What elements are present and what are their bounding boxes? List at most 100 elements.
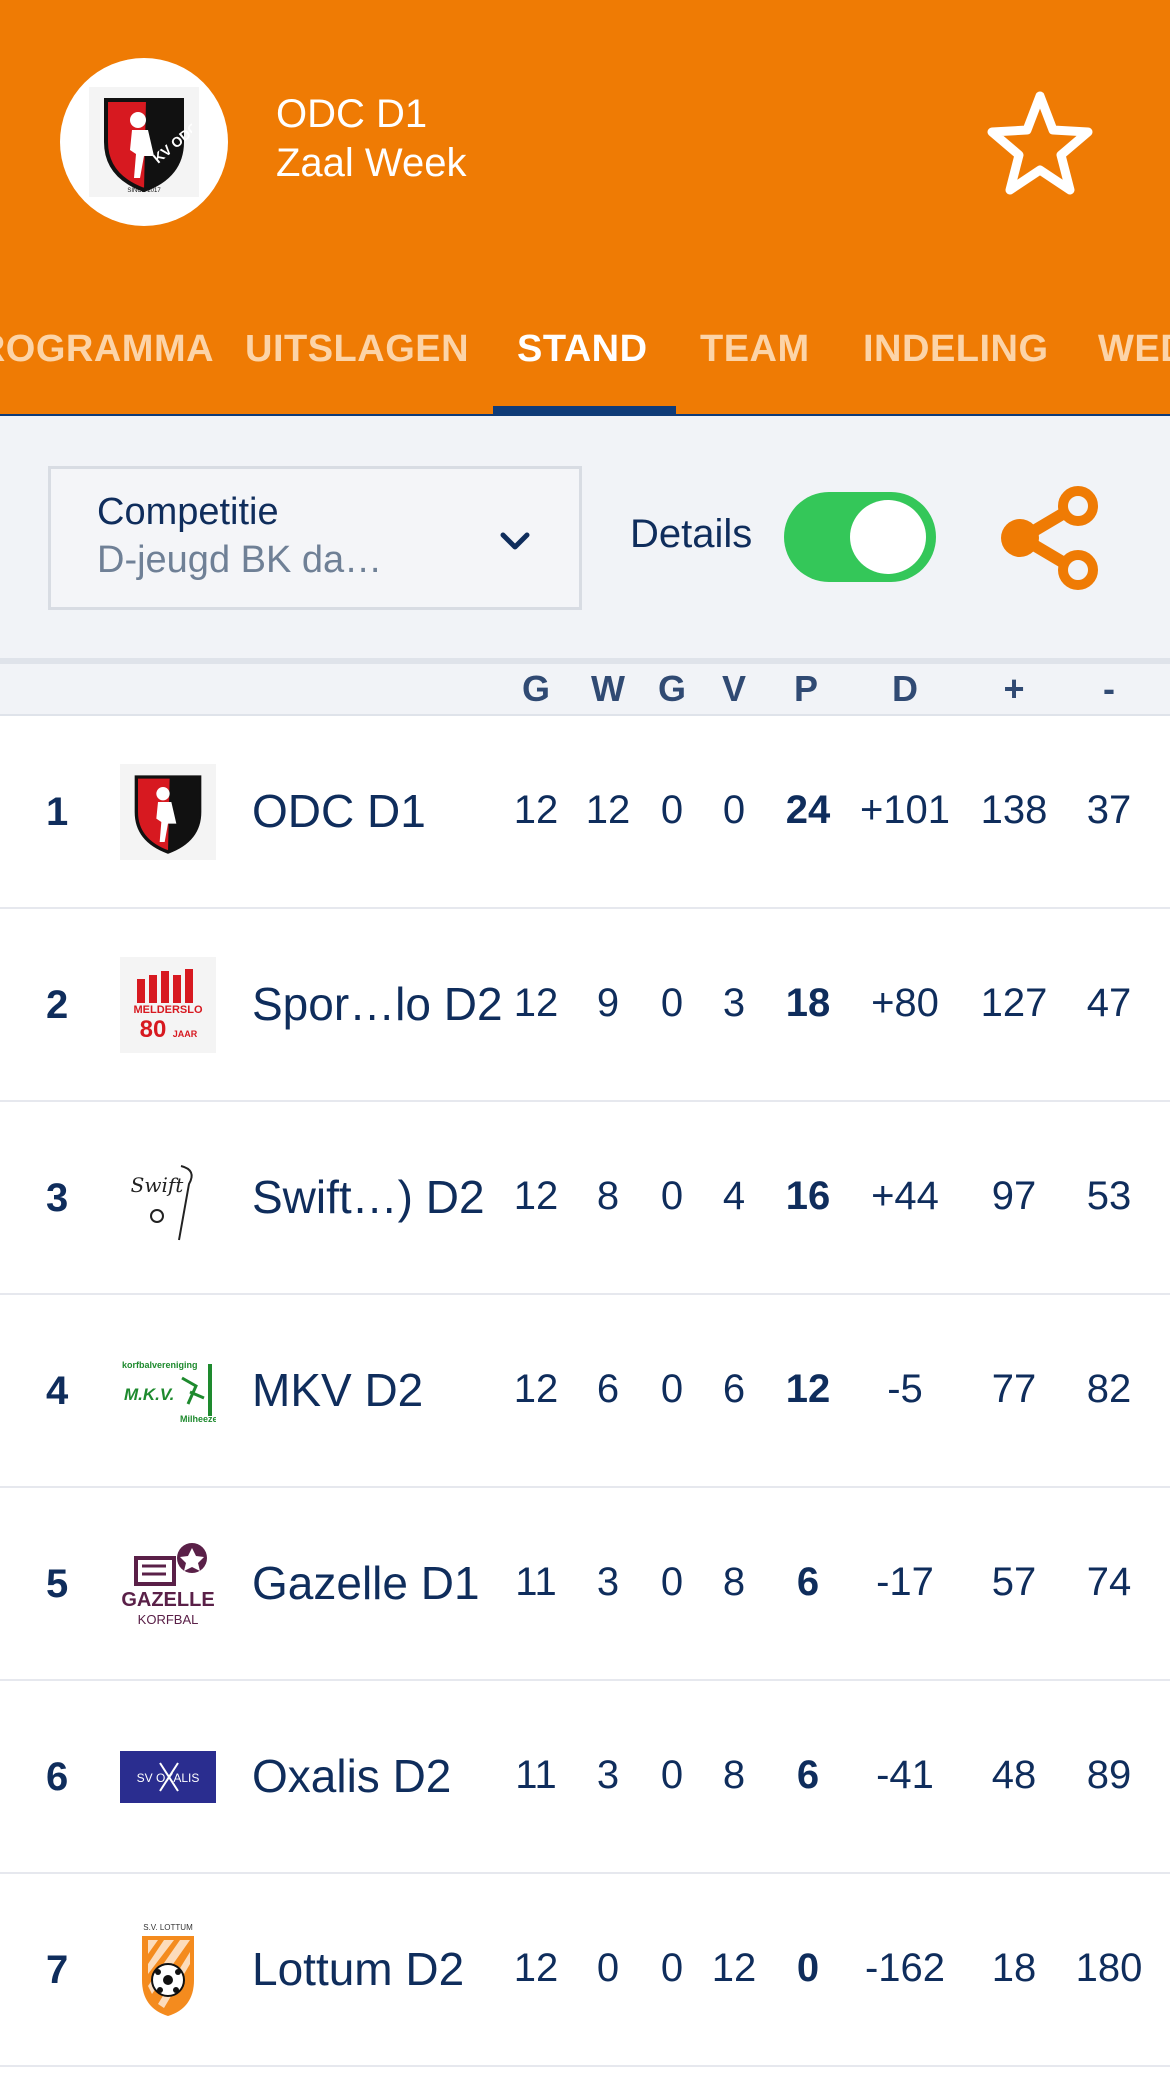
lottum-logo-text: S.V. LOTTUM: [143, 1923, 193, 1932]
drawn: 0: [660, 1560, 684, 1604]
swift-logo-text: Swift: [131, 1173, 185, 1197]
goals-for: 127: [980, 981, 1048, 1025]
col-won: W: [591, 668, 625, 709]
goals-against: 47: [1086, 981, 1132, 1025]
standings-row[interactable]: 4 korfbalvereniging M.K.V. Milheeze MKV …: [0, 1295, 1170, 1488]
points: 12: [785, 1367, 831, 1411]
goals-for: 57: [991, 1560, 1037, 1604]
mkv-logo-text: M.K.V.: [124, 1385, 174, 1404]
filter-bar: Competitie D-jeugd BK da… Details: [0, 416, 1170, 664]
odc-logo-since: SINCE 2017: [127, 188, 161, 194]
col-diff: D: [892, 668, 918, 709]
standings-row[interactable]: 7 S.V. LOTTUM Lottum D2 12 0 0 12 0 -162…: [0, 1874, 1170, 2067]
team-name: Oxalis D2: [252, 1750, 452, 1802]
team-name: Gazelle D1: [252, 1557, 480, 1609]
goals-for: 77: [991, 1367, 1037, 1411]
goals-against: 82: [1086, 1367, 1132, 1411]
favorite-star-icon[interactable]: [984, 88, 1096, 200]
won: 3: [596, 1560, 620, 1604]
standings-row[interactable]: 2 MELDERSLO 80 JAAR Spor…lo D2 12 9 0 3 …: [0, 909, 1170, 1102]
melderslo-suffix: JAAR: [173, 1029, 198, 1039]
odc-logo-image: KV ODC SINCE 2017: [89, 87, 199, 197]
drawn: 0: [660, 1367, 684, 1411]
gazelle-logo-sub: KORFBAL: [138, 1612, 199, 1627]
melderslo-logo-icon: MELDERSLO 80 JAAR: [133, 969, 203, 1043]
played: 11: [515, 1753, 557, 1797]
rank: 1: [46, 790, 69, 834]
swift-logo-icon: Swift: [131, 1165, 193, 1241]
mkv-logo-top: korfbalvereniging: [122, 1360, 198, 1370]
lost: 0: [722, 788, 746, 832]
rank: 4: [46, 1369, 69, 1413]
drawn: 0: [660, 1174, 684, 1218]
gazelle-logo-text: GAZELLE: [121, 1589, 214, 1611]
goals-for: 48: [991, 1753, 1037, 1797]
played: 12: [513, 1946, 559, 1990]
points: 6: [796, 1753, 820, 1797]
mkv-logo-city: Milheeze: [180, 1414, 216, 1424]
points: 18: [785, 981, 831, 1025]
drawn: 0: [660, 981, 684, 1025]
oxalis-logo: SV OXALIS: [120, 1729, 216, 1825]
gazelle-logo: GAZELLE KORFBAL: [120, 1536, 216, 1632]
team-subtitle: Zaal Week: [276, 141, 467, 185]
melderslo-name: MELDERSLO: [133, 1004, 203, 1016]
standings-row[interactable]: 3 Swift Swift…) D2 12 8 0 4 16 +44 97 53: [0, 1102, 1170, 1295]
lost: 12: [711, 1946, 757, 1990]
goal-diff: -41: [876, 1753, 934, 1797]
mkv-logo-icon: korfbalvereniging M.K.V. Milheeze: [122, 1360, 216, 1424]
won: 8: [596, 1174, 620, 1218]
played: 12: [513, 981, 559, 1025]
tab-team[interactable]: TEAM: [700, 328, 810, 370]
gazelle-logo-icon: GAZELLE KORFBAL: [121, 1543, 215, 1627]
team-name: MKV D2: [252, 1364, 424, 1416]
team-logo: KV ODC SINCE 2017: [60, 58, 228, 226]
odc-shield-icon: [134, 775, 202, 854]
lost: 8: [722, 1753, 746, 1797]
tab-programma[interactable]: PROGRAMMA: [0, 328, 215, 370]
goals-against: 37: [1086, 788, 1132, 832]
tab-uitslagen[interactable]: UITSLAGEN: [245, 328, 470, 370]
melderslo-logo: MELDERSLO 80 JAAR: [120, 957, 216, 1053]
col-played: G: [521, 668, 551, 709]
rank: 6: [46, 1755, 69, 1799]
rank: 2: [46, 983, 69, 1027]
goals-for: 18: [991, 1946, 1037, 1990]
won: 3: [596, 1753, 620, 1797]
played: 11: [515, 1560, 557, 1604]
share-icon[interactable]: [994, 484, 1104, 594]
details-toggle[interactable]: [784, 492, 936, 582]
tab-indeling[interactable]: INDELING: [863, 328, 1049, 370]
toggle-knob: [850, 500, 926, 574]
standings-row[interactable]: 1 ODC D1 12 12 0 0 24 +101 138 37: [0, 716, 1170, 909]
rank: 7: [46, 1948, 69, 1992]
col-points: P: [793, 668, 819, 709]
header-divider: [0, 414, 1170, 416]
goal-diff: +80: [871, 981, 939, 1025]
tab-wedstrijden[interactable]: WEDSTRIJDEN: [1098, 328, 1170, 370]
competition-label: Competitie: [97, 491, 279, 533]
standings-row[interactable]: 5 GAZELLE KORFBAL Gazelle D1 11 3 0 8 6 …: [0, 1488, 1170, 1681]
goal-diff: -5: [887, 1367, 923, 1411]
competition-select[interactable]: Competitie D-jeugd BK da…: [48, 466, 582, 610]
odc-logo: [120, 764, 216, 860]
swift-logo: Swift: [120, 1150, 216, 1246]
details-label: Details: [630, 512, 753, 556]
rank: 5: [46, 1562, 69, 1606]
odc-shield-icon: KV ODC SINCE 2017: [104, 98, 192, 194]
won: 0: [596, 1946, 620, 1990]
app-header: KV ODC SINCE 2017 ODC D1 Zaal Week PROGR…: [0, 0, 1170, 416]
drawn: 0: [660, 1753, 684, 1797]
drawn: 0: [660, 1946, 684, 1990]
points: 24: [785, 788, 831, 832]
goals-against: 89: [1086, 1753, 1132, 1797]
goal-diff: +101: [859, 788, 951, 832]
lost: 4: [722, 1174, 746, 1218]
goal-diff: -162: [864, 1946, 946, 1990]
chevron-down-icon: [500, 532, 530, 550]
played: 12: [513, 788, 559, 832]
team-title: ODC D1: [276, 92, 428, 136]
standings-row[interactable]: 6 SV OXALIS Oxalis D2 11 3 0 8 6 -41 48 …: [0, 1681, 1170, 1874]
lost: 6: [722, 1367, 746, 1411]
tab-stand[interactable]: STAND: [517, 328, 648, 370]
